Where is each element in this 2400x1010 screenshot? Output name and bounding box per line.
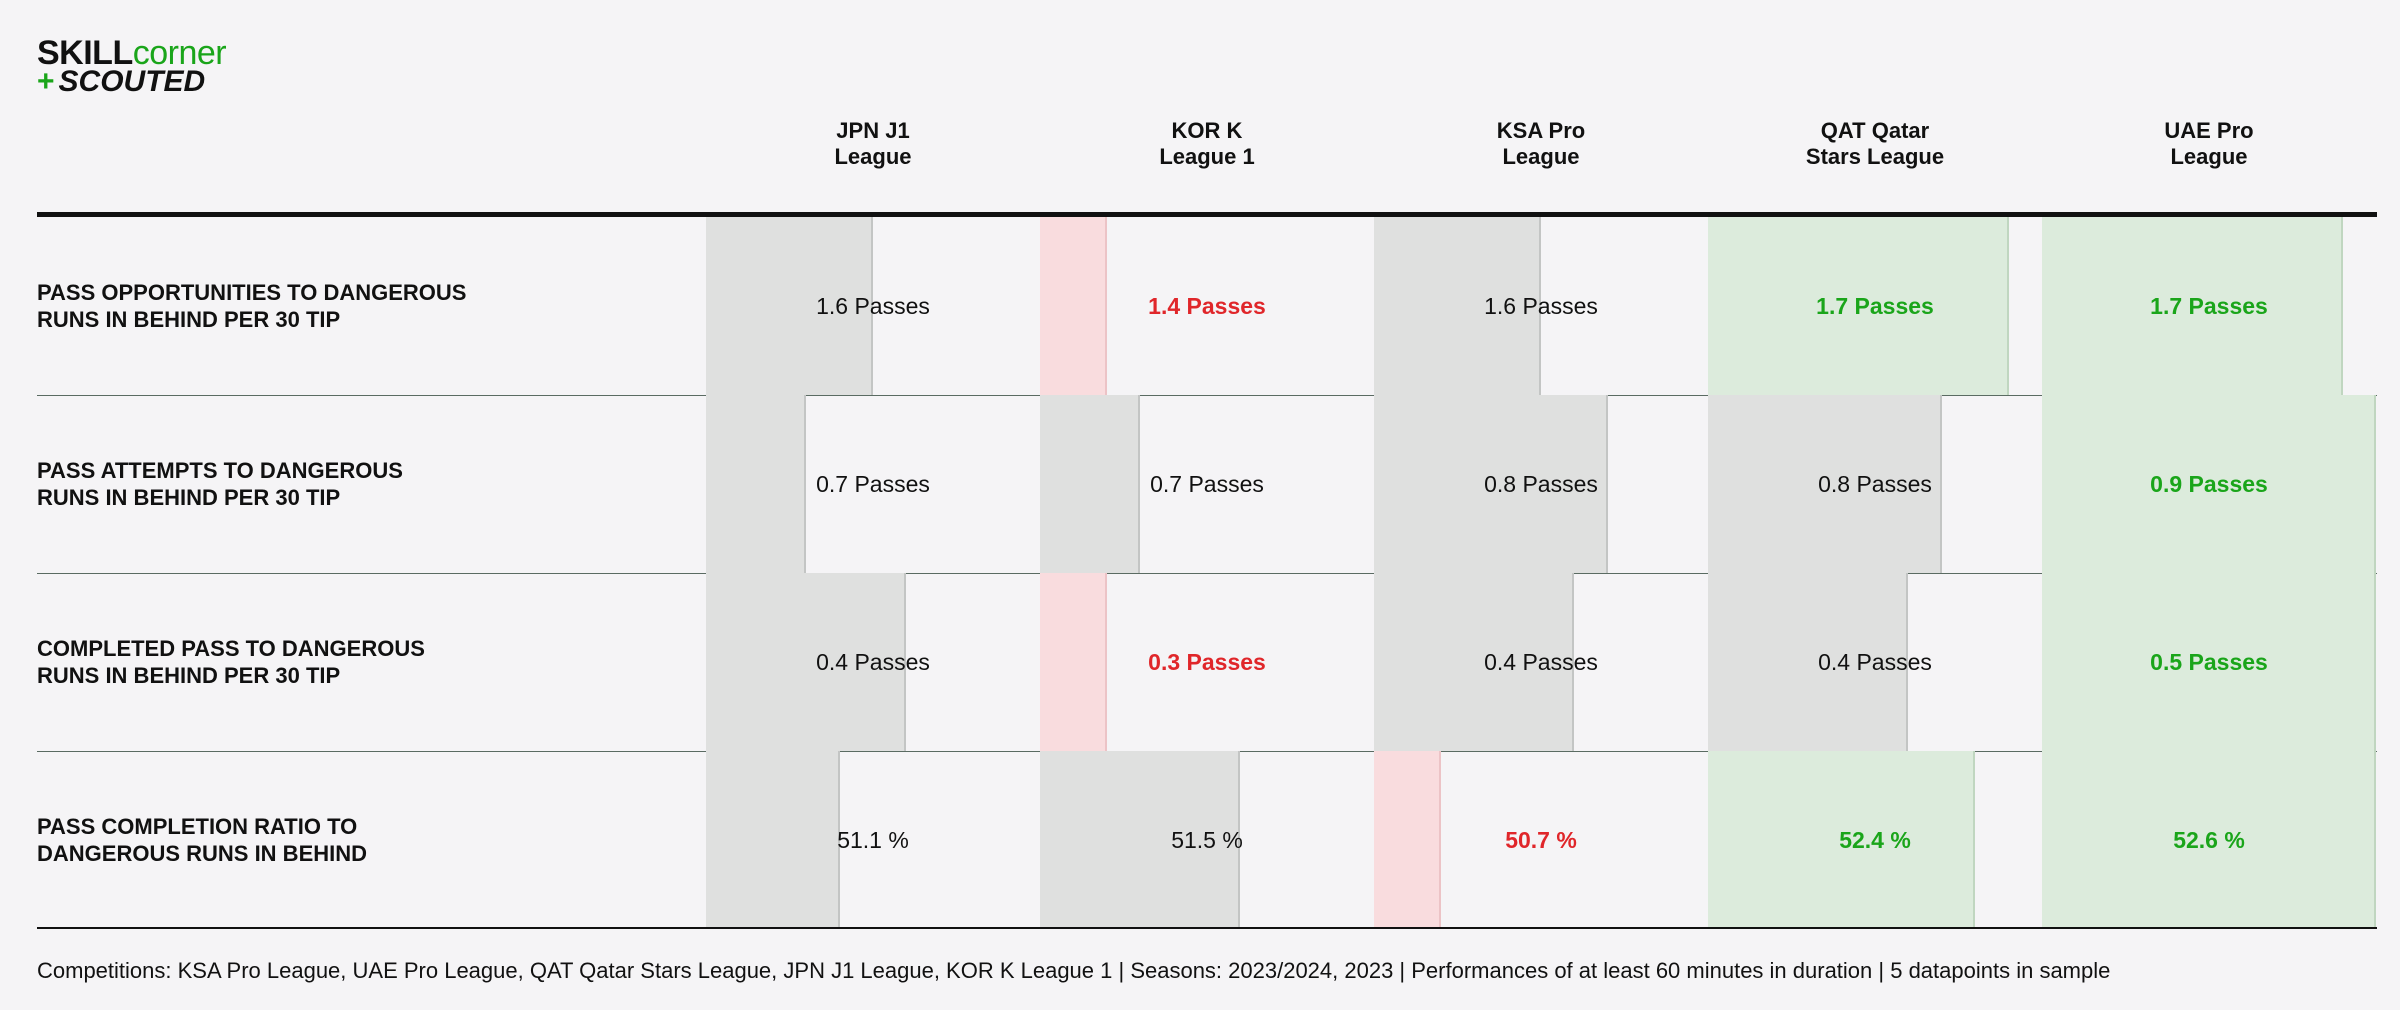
- value-bar: [1374, 751, 1441, 929]
- value-bar: [2042, 217, 2343, 395]
- logo-skill: SKILL: [37, 34, 133, 72]
- value-label: 0.7 Passes: [1150, 470, 1264, 497]
- value-bar: [1374, 217, 1541, 395]
- column-header-2: KSA Pro League: [1496, 118, 1586, 169]
- metric-cell: 0.8 Passes: [1374, 395, 1708, 573]
- value-label: 0.9 Passes: [2150, 470, 2268, 497]
- logo-plus: +: [37, 65, 55, 98]
- value-bar: [1708, 573, 1908, 751]
- value-bar: [706, 751, 840, 929]
- value-label: 52.6 %: [2173, 826, 2245, 853]
- metric-cell: 50.7 %: [1374, 751, 1708, 929]
- bottom-rule: [37, 927, 2377, 929]
- metric-cell: 0.7 Passes: [1040, 395, 1374, 573]
- value-label: 51.5 %: [1171, 826, 1243, 853]
- value-label: 0.8 Passes: [1484, 470, 1598, 497]
- value-label: 1.6 Passes: [1484, 292, 1598, 319]
- skillcorner-scouted-logo: SKILLcorner + SCOUTED: [37, 34, 237, 98]
- header-rule: [37, 212, 2377, 217]
- value-bar: [1374, 573, 1574, 751]
- row-divider: [37, 573, 2377, 574]
- metric-cell: 51.5 %: [1040, 751, 1374, 929]
- metric-cell: 0.5 Passes: [2042, 573, 2376, 751]
- value-label: 0.4 Passes: [1818, 648, 1932, 675]
- value-bar: [1708, 217, 2009, 395]
- value-label: 0.7 Passes: [816, 470, 930, 497]
- metric-cell: 0.9 Passes: [2042, 395, 2376, 573]
- value-label: 0.4 Passes: [816, 648, 930, 675]
- value-bar: [1708, 395, 1942, 573]
- metric-cell: 1.6 Passes: [1374, 217, 1708, 395]
- value-label: 0.8 Passes: [1818, 470, 1932, 497]
- metric-cell: 1.6 Passes: [706, 217, 1040, 395]
- value-bar: [2042, 573, 2376, 751]
- value-bar: [1040, 217, 1107, 395]
- value-label: 0.3 Passes: [1148, 648, 1266, 675]
- value-label: 0.4 Passes: [1484, 648, 1598, 675]
- metric-cell: 51.1 %: [706, 751, 1040, 929]
- value-bar: [706, 573, 906, 751]
- value-label: 51.1 %: [837, 826, 909, 853]
- logo-line-1: SKILLcorner: [37, 34, 227, 72]
- column-header-3: QAT Qatar Stars League: [1805, 118, 1945, 169]
- value-bar: [2042, 395, 2376, 573]
- row-divider: [37, 395, 2377, 396]
- metric-cell: 0.4 Passes: [706, 573, 1040, 751]
- metric-cell: 0.3 Passes: [1040, 573, 1374, 751]
- metric-cell: 0.8 Passes: [1708, 395, 2042, 573]
- value-bar: [706, 217, 873, 395]
- metric-cell: 0.4 Passes: [1374, 573, 1708, 751]
- value-bar: [2042, 751, 2376, 929]
- value-bar: [1040, 751, 1240, 929]
- metric-cell: 0.4 Passes: [1708, 573, 2042, 751]
- value-label: 50.7 %: [1505, 826, 1577, 853]
- footer-note: Competitions: KSA Pro League, UAE Pro Le…: [37, 958, 2111, 983]
- value-label: 1.7 Passes: [1816, 292, 1934, 319]
- value-bar: [706, 395, 806, 573]
- value-label: 1.6 Passes: [816, 292, 930, 319]
- metric-cell: 0.7 Passes: [706, 395, 1040, 573]
- metric-label: PASS OPPORTUNITIES TO DANGEROUS RUNS IN …: [37, 280, 467, 332]
- value-label: 1.4 Passes: [1148, 292, 1266, 319]
- column-header-1: KOR K League 1: [1159, 118, 1255, 169]
- value-label: 0.5 Passes: [2150, 648, 2268, 675]
- value-bar: [1040, 395, 1140, 573]
- metric-cell: 1.4 Passes: [1040, 217, 1374, 395]
- metric-label: COMPLETED PASS TO DANGEROUS RUNS IN BEHI…: [37, 636, 425, 688]
- value-label: 52.4 %: [1839, 826, 1911, 853]
- metric-label: PASS COMPLETION RATIO TO DANGEROUS RUNS …: [37, 814, 368, 866]
- value-bar: [1040, 573, 1107, 751]
- column-header-0: JPN J1 League: [834, 118, 912, 169]
- column-header-4: UAE Pro League: [2164, 118, 2254, 169]
- metric-cell: 52.6 %: [2042, 751, 2376, 929]
- metric-cell: 52.4 %: [1708, 751, 2042, 929]
- metric-cell: 1.7 Passes: [1708, 217, 2042, 395]
- logo-corner: corner: [132, 34, 227, 72]
- value-bar: [1374, 395, 1608, 573]
- metric-cell: 1.7 Passes: [2042, 217, 2376, 395]
- logo-line-2: + SCOUTED: [37, 64, 205, 100]
- value-bar: [1708, 751, 1975, 929]
- metric-label: PASS ATTEMPTS TO DANGEROUS RUNS IN BEHIN…: [37, 458, 403, 510]
- logo-scouted: SCOUTED: [58, 65, 206, 98]
- value-label: 1.7 Passes: [2150, 292, 2268, 319]
